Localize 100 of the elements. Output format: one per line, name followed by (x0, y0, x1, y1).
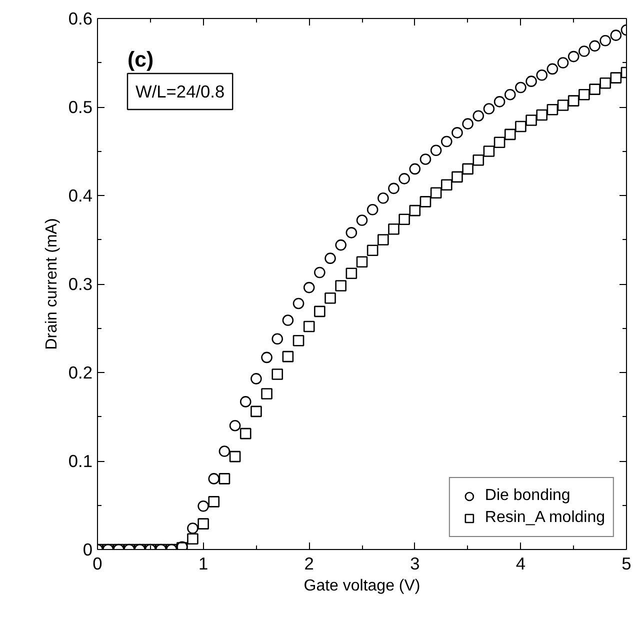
point (218, 446, 230, 457)
point (250, 373, 262, 384)
point (198, 518, 209, 530)
y-tick-label: 0.1 (68, 451, 93, 471)
point (324, 252, 336, 264)
point (546, 63, 558, 75)
point (303, 282, 315, 294)
point (578, 46, 590, 57)
point (187, 522, 198, 534)
y-tick-label: 0.6 (68, 8, 93, 28)
point (409, 163, 421, 175)
point (578, 88, 590, 100)
point (515, 120, 526, 132)
point (261, 352, 272, 364)
point (504, 88, 516, 100)
point (568, 50, 580, 62)
point (335, 239, 346, 251)
point (240, 396, 252, 408)
point (356, 214, 368, 226)
point (420, 196, 432, 208)
point (187, 533, 198, 545)
y-tick-label: 0.3 (68, 274, 93, 294)
point (208, 473, 220, 484)
point (515, 82, 526, 94)
y-tick-label: 0.2 (68, 362, 93, 382)
point (314, 306, 326, 318)
point (366, 244, 378, 256)
point (324, 292, 336, 304)
y-tick-label: 0 (82, 540, 93, 560)
point (610, 30, 622, 41)
point (494, 136, 506, 148)
point (229, 450, 241, 462)
point (546, 104, 558, 116)
legend-label: Resin_A molding (484, 509, 605, 527)
point (366, 204, 378, 216)
annotation: W/L=24/0.8 (136, 82, 225, 102)
point (229, 420, 241, 432)
point (398, 214, 410, 226)
x-tick-label: 1 (198, 554, 208, 574)
point (600, 34, 611, 46)
point (536, 70, 548, 81)
point (292, 334, 304, 346)
point (472, 110, 484, 122)
point (610, 72, 622, 84)
point (409, 204, 421, 216)
point (303, 320, 315, 332)
point (388, 223, 400, 235)
point (198, 500, 209, 512)
point (282, 314, 294, 326)
point (272, 333, 284, 345)
point (568, 95, 580, 106)
point (600, 77, 611, 89)
y-axis-title: Drain current (mA) (43, 218, 60, 350)
y-tick-label: 0.5 (68, 97, 93, 117)
legend-label: Die bonding (484, 487, 570, 505)
point (483, 146, 495, 157)
point (282, 350, 294, 362)
point (378, 192, 389, 204)
x-axis-title: Gate voltage (V) (304, 578, 420, 594)
point (430, 144, 442, 156)
point (557, 100, 569, 111)
point (261, 388, 272, 400)
annotation: (c) (128, 48, 154, 72)
point (240, 428, 252, 440)
point (504, 128, 516, 140)
point (335, 280, 346, 292)
point (526, 76, 537, 87)
point (398, 173, 410, 184)
point (589, 40, 600, 52)
point (472, 154, 484, 166)
point (536, 109, 548, 121)
point (346, 268, 358, 280)
point (314, 266, 326, 278)
point (378, 234, 389, 246)
point (440, 179, 452, 191)
point (440, 136, 452, 148)
point (557, 57, 569, 68)
point (218, 473, 230, 484)
point (250, 406, 262, 418)
point (462, 118, 474, 130)
x-tick-label: 3 (410, 554, 420, 574)
x-tick-label: 5 (622, 554, 632, 574)
point (452, 127, 463, 138)
point (346, 227, 358, 238)
point (272, 368, 284, 380)
point (483, 103, 495, 114)
y-tick-label: 0.4 (68, 186, 93, 206)
point (452, 171, 463, 183)
point (356, 256, 368, 268)
point (430, 187, 442, 198)
point (589, 84, 600, 95)
x-tick-label: 2 (304, 554, 314, 574)
point (526, 114, 537, 126)
point (494, 96, 506, 108)
point (208, 496, 220, 508)
point (292, 298, 304, 310)
point (388, 182, 400, 194)
point (420, 154, 432, 165)
x-tick-label: 4 (516, 554, 526, 574)
point (462, 163, 474, 175)
